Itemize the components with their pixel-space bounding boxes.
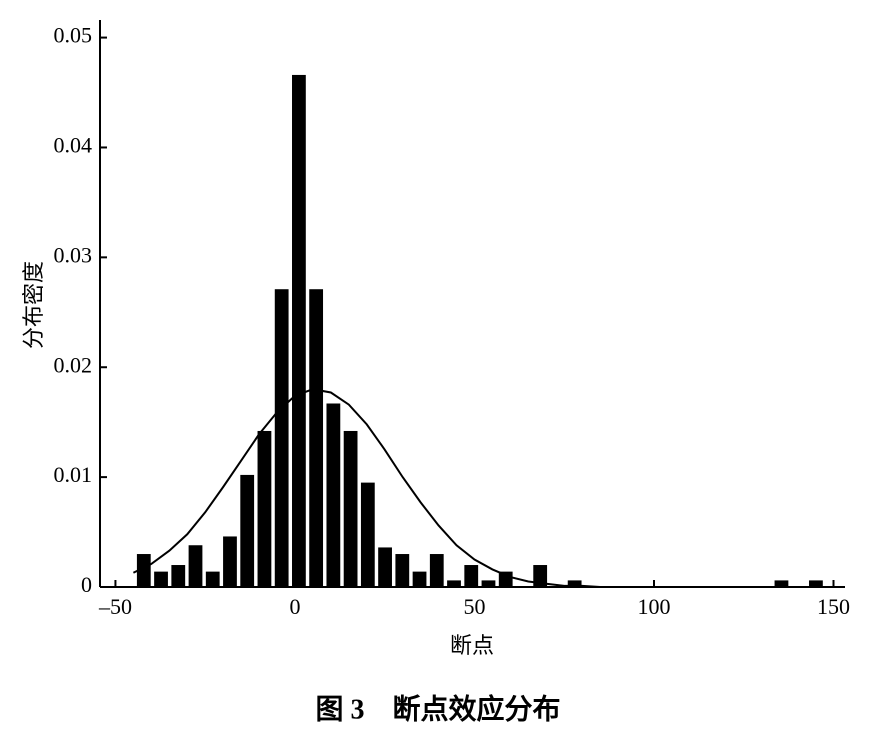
x-tick-label: –50 xyxy=(98,594,132,619)
bar xyxy=(774,580,789,587)
bar xyxy=(429,554,444,587)
x-axis-label: 断点 xyxy=(450,633,494,658)
bar xyxy=(464,565,479,587)
bar xyxy=(412,571,427,587)
bar xyxy=(447,580,461,587)
y-tick-label: 0.04 xyxy=(54,133,93,158)
bar xyxy=(240,474,255,587)
bar xyxy=(257,430,272,587)
bar xyxy=(567,580,582,587)
bar xyxy=(809,580,823,587)
bar xyxy=(154,571,168,587)
bar xyxy=(498,571,513,587)
x-tick-label: 150 xyxy=(817,594,850,619)
bar xyxy=(309,289,324,587)
y-tick-label: 0.02 xyxy=(54,352,93,377)
bar xyxy=(292,74,306,587)
bar xyxy=(533,565,548,587)
y-tick-label: 0.01 xyxy=(54,462,93,487)
x-tick-label: 0 xyxy=(289,594,300,619)
x-tick-label: 100 xyxy=(637,594,670,619)
bar xyxy=(481,580,496,587)
y-axis-label: 分布密度 xyxy=(21,261,46,349)
x-tick-label: 50 xyxy=(463,594,485,619)
bar xyxy=(343,430,358,587)
bar xyxy=(274,289,289,587)
bar xyxy=(378,547,392,587)
bar xyxy=(205,571,220,587)
bar xyxy=(326,403,341,587)
y-tick-label: 0.03 xyxy=(54,242,93,267)
bar xyxy=(223,536,237,587)
bar xyxy=(188,545,203,587)
bar xyxy=(171,565,186,587)
bar xyxy=(395,554,410,587)
y-tick-label: 0 xyxy=(81,572,92,597)
bar xyxy=(136,554,151,587)
caption: 图 3 断点效应分布 xyxy=(315,692,560,725)
y-tick-label: 0.05 xyxy=(54,23,93,48)
bar xyxy=(360,482,375,587)
density-curve xyxy=(132,388,601,588)
